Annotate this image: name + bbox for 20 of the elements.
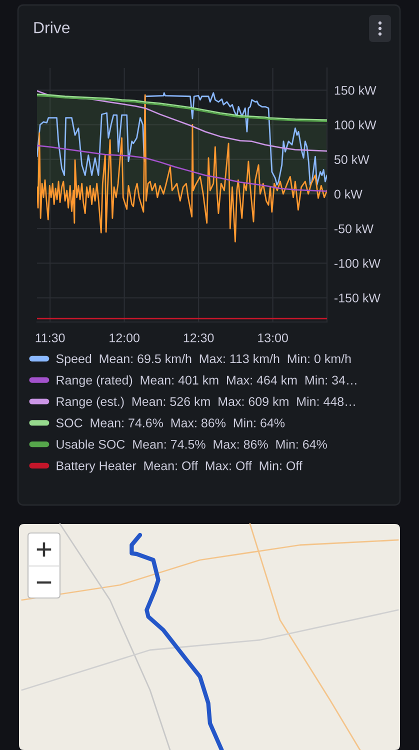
legend-label: Speed Mean: 69.5 km/h Max: 113 km/h Min: 0 km/h (56, 354, 351, 366)
x-tick-label: 12:30 (184, 333, 214, 342)
legend-label: Usable SOC Mean: 74.5% Max: 86% Min: 64% (56, 440, 327, 449)
y-tick-label: 50 kW (334, 154, 370, 164)
y-tick-label: -50 kW (334, 224, 374, 234)
x-tick-label: 11:30 (36, 333, 65, 342)
chart-title: Drive (34, 22, 70, 34)
legend-label: Range (est.) Mean: 526 km Max: 609 km Min: 448… (56, 396, 355, 408)
y-tick-label: 0 kW (334, 189, 362, 199)
y-tick-label: 100 kW (334, 120, 376, 130)
x-tick-label: 12:00 (110, 333, 140, 342)
line-series (37, 94, 327, 242)
line-series (37, 144, 327, 192)
legend-label: SOC Mean: 74.6% Max: 86% Min: 64% (56, 418, 285, 428)
legend-label: Battery Heater Mean: Off Max: Off Min: Off (56, 461, 302, 473)
y-tick-label: -100 kW (334, 258, 380, 268)
y-tick-label: -150 kW (334, 293, 380, 302)
x-tick-label: 13:00 (258, 333, 288, 342)
y-tick-label: 150 kW (334, 86, 376, 95)
legend-label: Range (rated) Mean: 401 km Max: 464 km Min: 34… (56, 375, 356, 388)
